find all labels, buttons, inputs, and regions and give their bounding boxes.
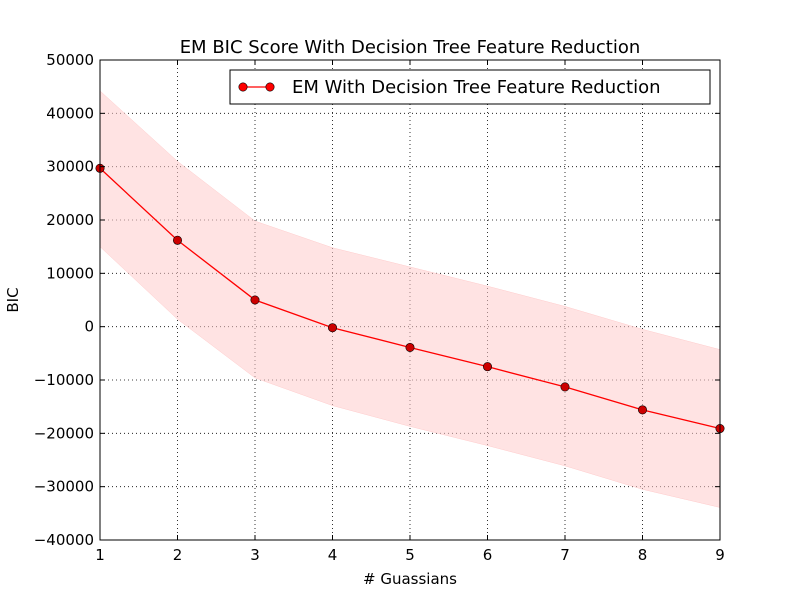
data-point: [250, 295, 260, 305]
y-tick-label: −30000: [34, 478, 94, 496]
y-tick-label: −10000: [34, 371, 94, 389]
legend-box: [229, 69, 711, 105]
x-tick-label: 2: [173, 546, 183, 564]
x-tick-label: 5: [405, 546, 415, 564]
x-tick-labels: 1 2 3 4 5 6 7 8 9: [95, 546, 725, 564]
x-tick-label: 3: [250, 546, 260, 564]
x-axis-label: # Guassians: [363, 570, 457, 588]
y-tick-label: 50000: [46, 51, 94, 69]
y-tick-label: 30000: [46, 158, 94, 176]
y-tick-label: 20000: [46, 211, 94, 229]
x-tick-label: 9: [715, 546, 725, 564]
x-tick-label: 7: [560, 546, 570, 564]
chart-title: EM BIC Score With Decision Tree Feature …: [180, 37, 641, 58]
y-tick-label: 40000: [46, 104, 94, 122]
legend: EM With Decision Tree Feature Reduction: [229, 69, 711, 105]
data-point: [482, 362, 492, 372]
x-tick-label: 1: [95, 546, 105, 564]
data-point: [173, 235, 183, 245]
data-point: [405, 342, 415, 352]
x-tick-label: 6: [483, 546, 493, 564]
legend-label: EM With Decision Tree Feature Reduction: [292, 77, 661, 98]
x-tick-label: 8: [638, 546, 648, 564]
y-tick-label: −20000: [34, 424, 94, 442]
y-tick-label: 0: [84, 318, 94, 336]
data-point: [560, 382, 570, 392]
y-tick-labels: −40000 −30000 −20000 −10000 0 10000 20000 30000…: [34, 51, 94, 549]
legend-marker-swatch: [265, 82, 275, 92]
y-axis-label: BIC: [4, 287, 22, 312]
data-point: [327, 323, 337, 333]
x-tick-label: 4: [328, 546, 338, 564]
y-tick-label: 10000: [46, 264, 94, 282]
y-tick-label: −40000: [34, 531, 94, 549]
legend-marker-swatch: [238, 82, 248, 92]
tick-marks: [99, 59, 721, 541]
data-point: [637, 405, 647, 415]
